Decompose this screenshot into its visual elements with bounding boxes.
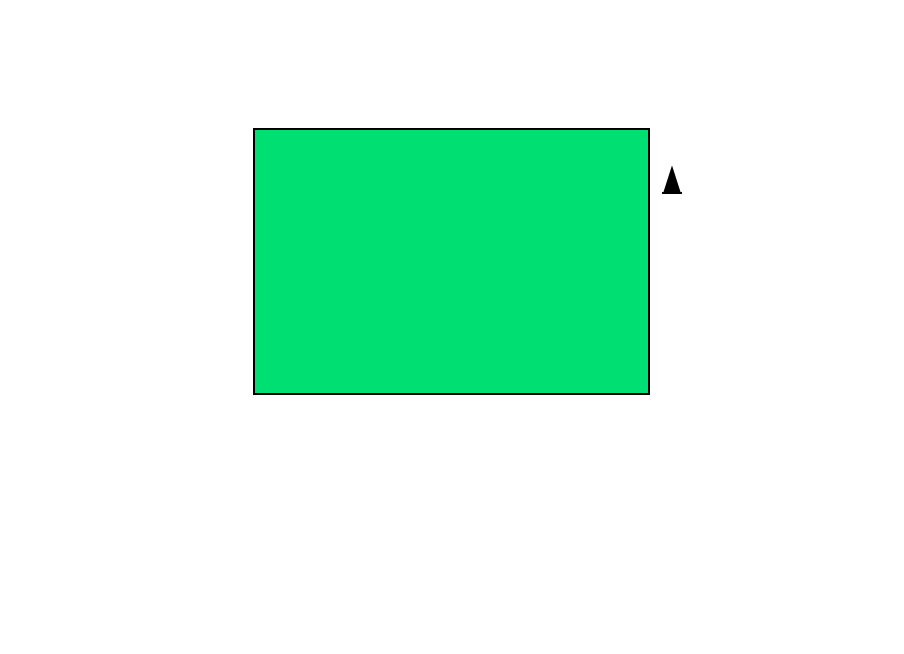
colorbar-body: [662, 192, 682, 194]
plot-area: [253, 128, 650, 395]
colorbar: [662, 166, 682, 194]
contour-field: [255, 130, 648, 393]
colorbar-arrow-tip: [663, 166, 681, 192]
